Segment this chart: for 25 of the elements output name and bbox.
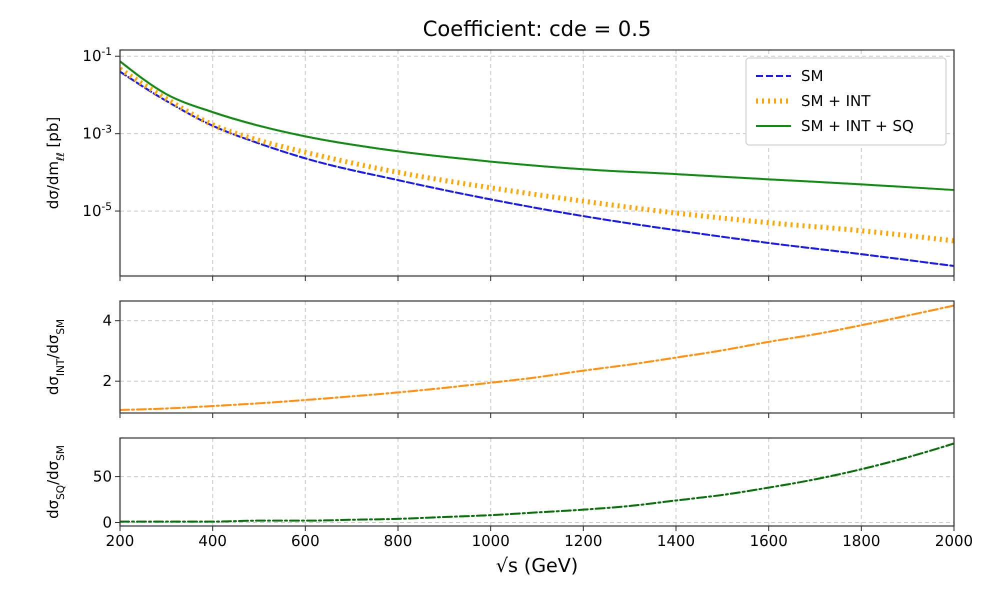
legend-label: SM + INT + SQ [801,117,914,135]
x-tick-label: 400 [198,532,227,550]
x-tick-label: 600 [291,532,320,550]
y-tick-label: 2 [102,372,112,390]
x-axis-title: √s (GeV) [496,555,578,577]
x-tick-label: 1400 [656,532,696,550]
line-series [120,442,954,523]
x-tick-label: 200 [106,532,134,550]
legend-label: SM [801,67,824,85]
x-tick-label: 1000 [472,532,510,550]
legend-label: SM + INT [801,92,872,110]
chart-title: Coefficient: cde = 0.5 [422,17,652,41]
x-tick-label: 1600 [750,532,788,550]
x-tick-label: 1200 [564,532,602,550]
y-tick-label: 10$^{-1}$ [82,46,112,66]
y-tick-label: 0 [102,514,112,532]
y-tick-label: 4 [102,312,112,330]
x-tick-label: 800 [384,532,412,550]
y-tick-label: 50 [92,468,112,486]
y-tick-label: 10$^{-3}$ [82,124,112,143]
line-series [120,60,954,192]
x-tick-label: 1800 [842,532,880,550]
x-tick-label: 2000 [934,532,974,550]
y-tick-label: 10$^{-5}$ [82,201,112,220]
line-series [120,304,954,411]
